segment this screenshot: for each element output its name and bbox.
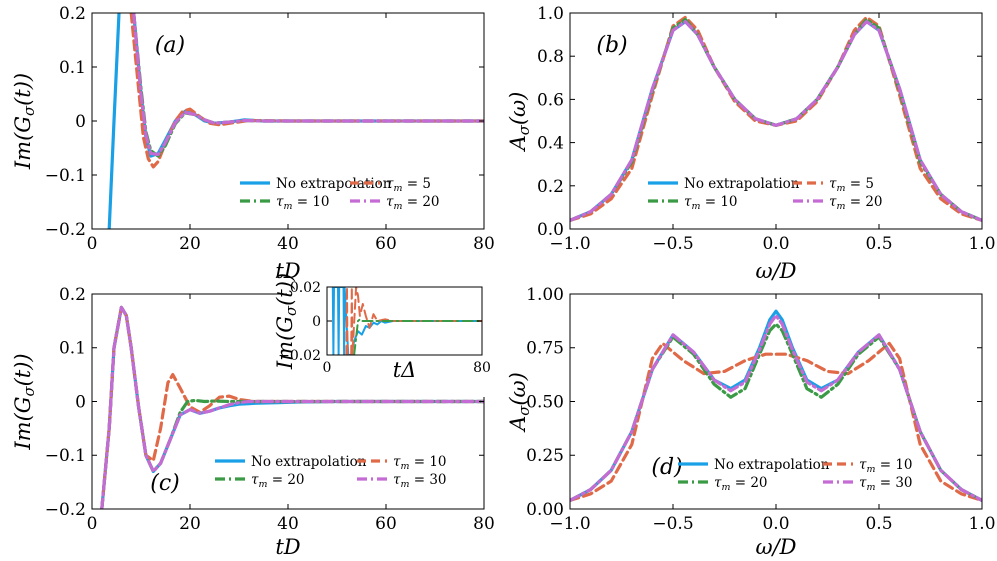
series-line-c-inset-1	[345, 287, 482, 355]
y-tick-label: 0.0	[537, 220, 564, 240]
x-tick-label: −0.5	[652, 514, 693, 534]
x-tick-label: −1.0	[549, 234, 590, 254]
legend-label: τm = 5	[829, 176, 874, 194]
y-tick-label: −0.02	[278, 348, 321, 364]
x-tick-label: 0	[87, 514, 98, 534]
legend: No extrapolation τm = 5 τm = 10 τm = 20	[648, 176, 883, 212]
y-tick-label: 0.25	[526, 446, 564, 466]
legend-label: τm = 5	[386, 176, 431, 194]
y-axis-label: Im(Gσ(t))	[11, 353, 38, 450]
legend-label: τm = 20	[386, 194, 440, 212]
y-tick-label: −0.1	[45, 166, 86, 186]
x-axis-label: ω/D	[755, 259, 796, 283]
x-tick-label: 1.0	[968, 514, 995, 534]
series-line-a-1	[129, 13, 484, 169]
legend: No extrapolation τm = 10 τm = 20 τm = 30	[215, 454, 447, 490]
series-line-d-1	[570, 341, 982, 502]
y-tick-label: 0.75	[526, 339, 564, 359]
panel-label: (d)	[651, 455, 682, 480]
series-line-c-inset-2	[353, 318, 482, 355]
y-tick-label: 0.1	[59, 339, 86, 359]
legend-label: τm = 20	[829, 194, 883, 212]
legend-label: No extrapolation	[251, 454, 367, 470]
x-axis-label: ω/D	[755, 535, 796, 559]
x-tick-label: 0	[87, 234, 98, 254]
y-tick-label: 1.00	[526, 285, 564, 305]
x-axis-label: tD	[275, 259, 300, 283]
legend-label: τm = 10	[393, 454, 447, 472]
y-tick-label: 1.0	[537, 4, 564, 24]
y-tick-label: 0.2	[537, 177, 564, 197]
y-tick-label: 0.6	[537, 90, 564, 110]
inset-background	[287, 281, 490, 397]
y-tick-label: 0.50	[526, 392, 564, 412]
y-tick-label: −0.2	[45, 500, 86, 520]
panel-label: (c)	[150, 471, 180, 496]
panel-a: 0 20 40 60 80 −0.2 −0.1 0 0.1 0.2 tD Im(Gσ(t)) (a) No…	[11, 4, 495, 283]
x-tick-label: 0.5	[865, 234, 892, 254]
y-tick-label: 0.8	[537, 47, 564, 67]
x-tick-label: 20	[179, 514, 201, 534]
series-line-b-3	[570, 20, 982, 222]
x-tick-label: 80	[473, 234, 495, 254]
x-tick-label: 0.5	[865, 514, 892, 534]
series-line-a-3	[132, 13, 484, 157]
x-tick-label: 80	[473, 514, 495, 534]
y-tick-label: 0.4	[537, 134, 564, 154]
y-tick-label: 0.2	[59, 285, 86, 305]
y-tick-label: −0.1	[45, 446, 86, 466]
legend-label: No extrapolation	[276, 176, 392, 192]
axes-frame	[569, 12, 983, 230]
y-axis-label: Aσ(ω)	[506, 372, 533, 433]
y-tick-label: 0	[75, 112, 86, 132]
legend-label: τm = 20	[714, 475, 768, 493]
x-axis-label: tD	[275, 535, 300, 559]
legend-label: τm = 10	[684, 194, 738, 212]
x-tick-label: 20	[179, 234, 201, 254]
y-tick-label: 0.1	[59, 58, 86, 78]
legend-label: No extrapolation	[714, 457, 830, 473]
series-line-a-2	[132, 13, 484, 158]
y-axis-label: Im(Gσ(t))	[11, 73, 38, 170]
x-tick-label: 60	[375, 234, 397, 254]
x-tick-label: 40	[277, 514, 299, 534]
panel-label: (b)	[596, 33, 627, 58]
panel-d: −1.0 −0.5 0.0 0.5 1.0 0.00 0.25 0.50 0.75 1.00 ω/D…	[506, 285, 996, 559]
series-line-d-2	[570, 322, 982, 502]
series-line-d-3	[570, 313, 982, 502]
x-tick-label: 60	[375, 514, 397, 534]
legend-label: τm = 30	[393, 472, 447, 490]
y-tick-label: 0.02	[290, 280, 321, 296]
series-line-c-3	[100, 305, 484, 509]
x-axis-label: tΔ	[393, 358, 417, 382]
legend: No extrapolation τm = 10 τm = 20 τm = 30	[678, 457, 913, 493]
y-tick-label: 0.2	[59, 4, 86, 24]
y-tick-label: 0	[75, 392, 86, 412]
x-tick-label: 0.0	[762, 514, 789, 534]
panel-c: 0 20 40 60 80 −0.2 −0.1 0 0.1 0.2 tD Im(Gσ(t)) (c) No…	[11, 285, 495, 559]
y-axis-label: Im(Gσ(t))	[273, 273, 300, 370]
x-tick-label: −1.0	[549, 514, 590, 534]
y-axis-label: Aσ(ω)	[506, 92, 533, 153]
legend-label: No extrapolation	[684, 176, 800, 192]
panel-b: −1.0 −0.5 0.0 0.5 1.0 0.0 0.2 0.4 0.6 0.8 1.0 ω/D Aσ…	[506, 4, 996, 283]
x-tick-label: 0	[323, 360, 332, 376]
y-tick-label: 0	[312, 314, 321, 330]
legend-label: τm = 20	[251, 472, 305, 490]
x-tick-label: −0.5	[652, 234, 693, 254]
legend-label: τm = 10	[276, 194, 330, 212]
x-tick-label: 80	[473, 360, 491, 376]
legend-label: τm = 30	[859, 475, 913, 493]
x-tick-label: 1.0	[968, 234, 995, 254]
x-tick-label: 40	[277, 234, 299, 254]
y-tick-label: −0.2	[45, 220, 86, 240]
legend-label: τm = 10	[859, 457, 913, 475]
y-tick-label: 0.00	[526, 500, 564, 520]
panel-label: (a)	[155, 33, 185, 58]
x-tick-label: 0.0	[762, 234, 789, 254]
